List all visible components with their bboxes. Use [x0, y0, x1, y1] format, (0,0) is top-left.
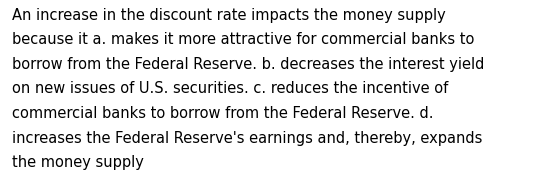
Text: because it a. makes it more attractive for commercial banks to: because it a. makes it more attractive f… — [12, 33, 474, 48]
Text: the money supply: the money supply — [12, 155, 144, 170]
Text: An increase in the discount rate impacts the money supply: An increase in the discount rate impacts… — [12, 8, 446, 23]
Text: increases the Federal Reserve's earnings and, thereby, expands: increases the Federal Reserve's earnings… — [12, 130, 482, 146]
Text: on new issues of U.S. securities. c. reduces the incentive of: on new issues of U.S. securities. c. red… — [12, 82, 448, 96]
Text: commercial banks to borrow from the Federal Reserve. d.: commercial banks to borrow from the Fede… — [12, 106, 434, 121]
Text: borrow from the Federal Reserve. b. decreases the interest yield: borrow from the Federal Reserve. b. decr… — [12, 57, 484, 72]
